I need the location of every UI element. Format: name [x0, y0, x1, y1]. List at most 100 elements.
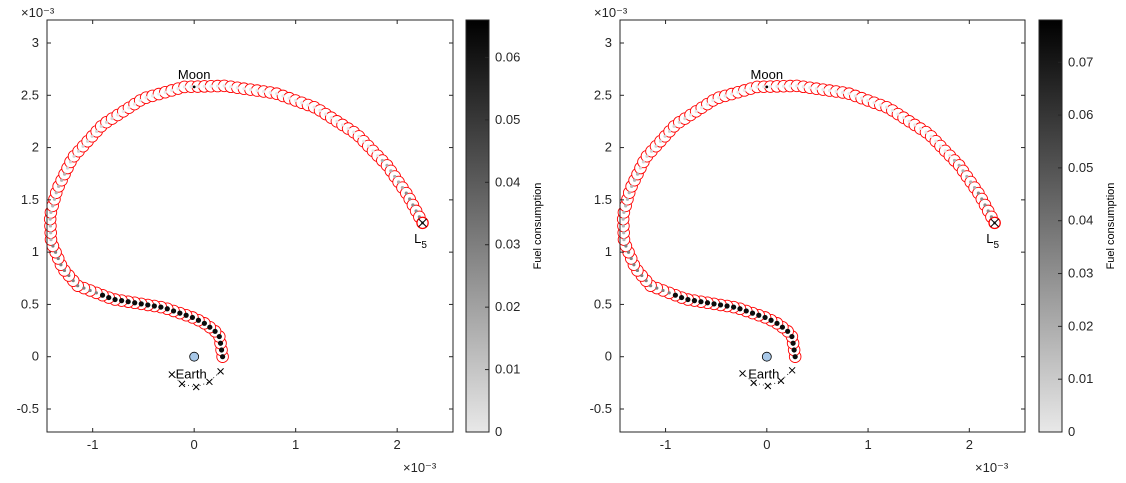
- thrust-point: [65, 166, 70, 170]
- thrust-point: [644, 279, 648, 283]
- y-axis-exponent: ×10⁻³: [594, 5, 628, 20]
- thrust-point: [195, 317, 202, 323]
- thrust-point: [655, 286, 659, 290]
- thrust-point: [275, 92, 279, 96]
- colorbar-tick-label: 0.04: [495, 174, 520, 189]
- thrust-point: [346, 126, 350, 131]
- thrust-point: [679, 294, 685, 301]
- thrust-point: [957, 163, 961, 167]
- colorbar-tick-label: 0.05: [1068, 160, 1093, 175]
- thrust-point: [144, 96, 148, 100]
- y-tick-label: -0.5: [590, 401, 612, 416]
- moon-label: Moon: [178, 67, 211, 82]
- earth-label: Earth: [176, 367, 207, 382]
- colorbar-tick-label: 0: [495, 424, 502, 439]
- plot-area: [47, 20, 453, 432]
- l5-label: L5: [414, 231, 427, 251]
- thrust-point: [408, 197, 412, 201]
- thrust-point: [688, 113, 693, 117]
- chart-marks: [43, 79, 429, 391]
- cross-marker: [217, 367, 224, 375]
- thrust-point: [884, 105, 889, 109]
- thrust-point: [116, 113, 120, 117]
- thrust-point: [638, 166, 643, 170]
- thrust-point: [54, 191, 58, 195]
- y-tick-label: 2: [605, 140, 612, 155]
- thrust-point: [112, 296, 118, 303]
- earth-label: Earth: [748, 367, 779, 382]
- thrust-point: [163, 90, 167, 94]
- colorbar: [1038, 19, 1063, 433]
- cross-marker: [764, 382, 772, 390]
- colorbar-tick-label: 0: [1068, 424, 1075, 439]
- thrust-point: [711, 301, 717, 307]
- colorbar-tick-label: 0.06: [495, 49, 520, 64]
- thrust-point: [99, 124, 103, 128]
- thrust-point: [90, 134, 94, 138]
- thrust-point: [324, 112, 328, 116]
- thrust-point: [834, 89, 838, 94]
- colorbar-tick-label: 0.04: [1068, 213, 1093, 228]
- thrust-point: [212, 328, 218, 334]
- thrust-point: [293, 98, 298, 103]
- thrust-point: [202, 84, 206, 89]
- thrust-point: [88, 288, 92, 293]
- thrust-point: [792, 354, 798, 360]
- thrust-point: [918, 126, 922, 131]
- thrust-point: [59, 178, 64, 182]
- y-tick-label: 2.5: [21, 87, 39, 102]
- thrust-point: [934, 139, 938, 143]
- thrust-point: [189, 314, 196, 321]
- thrust-point: [216, 333, 222, 340]
- thrust-point: [72, 154, 76, 158]
- colorbar-ticks: 0 0.01 0.02 0.03 0.04 0.05 0.06 0.07: [1058, 54, 1093, 439]
- thrust-point: [667, 291, 671, 295]
- x-tick-label: 2: [394, 437, 401, 452]
- thrust-point: [71, 279, 75, 283]
- x-axis-exponent: ×10⁻³: [975, 460, 1009, 475]
- thrust-point: [814, 87, 819, 91]
- thrust-point: [268, 90, 272, 95]
- thrust-point: [385, 163, 389, 167]
- colorbar-tick-label: 0.03: [1068, 266, 1093, 281]
- thrust-point: [705, 102, 709, 106]
- thrust-point: [207, 324, 213, 330]
- thrust-point: [762, 85, 766, 89]
- thrust-point: [972, 185, 977, 190]
- y-axis-exponent: ×10⁻³: [21, 5, 55, 20]
- axes-frame: [619, 19, 1026, 433]
- l5-label-main: L: [414, 231, 421, 246]
- thrust-point: [723, 94, 727, 98]
- colorbar-tick-label: 0.02: [495, 299, 520, 314]
- thrust-point: [376, 154, 380, 158]
- thrust-point: [51, 204, 55, 208]
- thrust-point: [632, 178, 637, 182]
- colorbar-tick-label: 0.05: [495, 112, 520, 127]
- thrust-point: [913, 123, 917, 127]
- thrust-point: [52, 197, 57, 201]
- x-tick-label: 1: [292, 437, 299, 452]
- l5-label-sub: 5: [421, 240, 427, 251]
- thrust-point: [371, 149, 375, 153]
- thrust-point: [76, 149, 81, 153]
- thrust-point: [976, 191, 981, 195]
- thrust-point: [404, 191, 408, 195]
- thrust-point: [663, 134, 667, 138]
- y-tick-label: 1.5: [21, 192, 39, 207]
- colorbar-tick-label: 0.01: [1068, 371, 1093, 386]
- thrust-point: [853, 94, 857, 98]
- thrust-point: [81, 144, 85, 148]
- x-axis-ticks: -1 0 1 2: [87, 20, 401, 452]
- thrust-point: [138, 301, 144, 307]
- thrust-point: [781, 84, 786, 88]
- thrust-point: [672, 124, 676, 128]
- y-axis-ticks: -0.5 0 0.5 1 1.5 2 2.5 3: [17, 35, 453, 416]
- thrust-point: [808, 86, 812, 90]
- thrust-point: [924, 130, 928, 134]
- colorbar-tick-label: 0.02: [1068, 318, 1093, 333]
- l5-label: L5: [986, 231, 999, 251]
- y-axis-ticks: -0.5 0 0.5 1 1.5 2 2.5 3: [590, 35, 1025, 416]
- thrust-point: [255, 88, 259, 93]
- l5-cross: [418, 218, 427, 228]
